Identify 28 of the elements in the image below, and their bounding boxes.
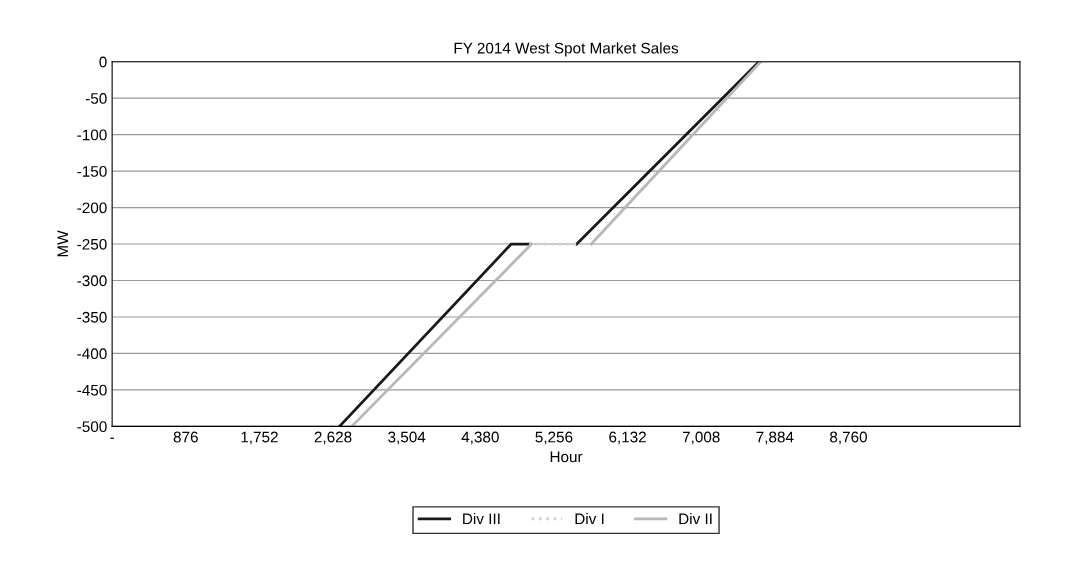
y-tick-label: 0 bbox=[99, 56, 107, 68]
x-tick-label: 6,132 bbox=[609, 431, 646, 445]
y-axis-title: MW bbox=[57, 230, 68, 257]
x-axis-title: Hour bbox=[550, 451, 583, 463]
y-tick-label: -250 bbox=[77, 238, 107, 250]
y-tick-label: -400 bbox=[77, 348, 107, 360]
chart-title: FY 2014 West Spot Market Sales bbox=[454, 42, 679, 57]
y-tick-label: -50 bbox=[85, 93, 107, 104]
y-tick-label: -100 bbox=[77, 129, 107, 141]
x-tick-label: 3,504 bbox=[388, 431, 426, 445]
x-tick-label: 8,760 bbox=[830, 431, 867, 445]
x-tick-label: - bbox=[110, 437, 115, 439]
x-tick-label: 5,256 bbox=[535, 431, 573, 445]
legend-label: Div III bbox=[463, 513, 500, 525]
legend-label: Div II bbox=[679, 513, 712, 525]
x-tick-label: 7,008 bbox=[682, 431, 720, 445]
legend-label: Div I bbox=[575, 513, 604, 525]
x-tick-label: 7,884 bbox=[756, 431, 794, 445]
y-tick-label: -500 bbox=[77, 421, 107, 433]
x-tick-label: 4,380 bbox=[461, 431, 499, 445]
y-tick-label: -300 bbox=[77, 275, 107, 287]
x-tick-label: 1,752 bbox=[241, 431, 278, 445]
y-tick-label: -450 bbox=[77, 384, 107, 396]
y-tick-label: -150 bbox=[77, 165, 107, 177]
y-tick-label: -200 bbox=[77, 202, 107, 214]
y-tick-label: -350 bbox=[77, 311, 107, 323]
x-tick-label: 2,628 bbox=[314, 431, 352, 445]
x-tick-label: 876 bbox=[173, 431, 198, 443]
